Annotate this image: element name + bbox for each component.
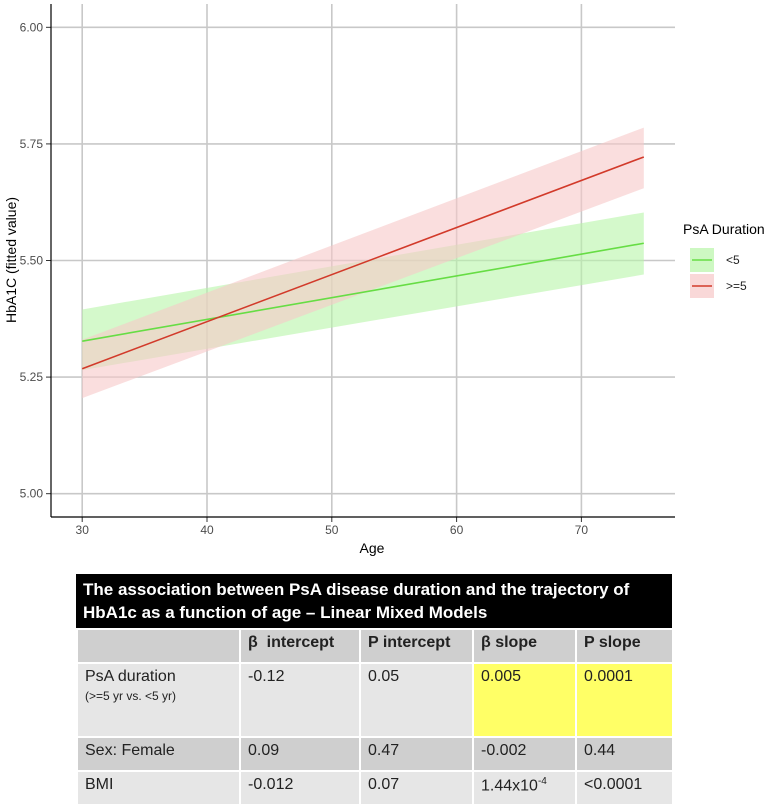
x-tick-label: 70: [575, 523, 589, 537]
series-line-0: [82, 242, 644, 342]
hba1c-age-chart: 30 40 50 60 70 5.00 5.25 5.50 5.75 6.00 Age HbA1…: [3, 4, 765, 556]
y-tick-label: 5.75: [20, 137, 44, 151]
cell-beta-slope: 1.44x10-4: [472, 770, 577, 806]
legend-label-0: <5: [726, 253, 740, 267]
lmm-table: β intercept P intercept β slope P slope …: [76, 628, 674, 806]
table-title: The association between PsA disease dura…: [76, 574, 672, 628]
row-label: Sex: Female: [76, 736, 241, 772]
axes: [46, 4, 675, 522]
x-axis-title: Age: [360, 540, 385, 556]
table-row: BMI -0.012 0.07 1.44x10-4 <0.0001: [76, 770, 674, 806]
legend-title: PsA Duration: [683, 221, 765, 237]
row-label: BMI: [76, 770, 241, 806]
cell-beta-intercept: -0.012: [239, 770, 361, 806]
cell-beta-slope-highlighted: 0.005: [472, 662, 577, 738]
row-label: PsA duration (>=5 yr vs. <5 yr): [76, 662, 241, 738]
cell-p-intercept: 0.47: [359, 736, 474, 772]
header-beta-slope: β slope: [472, 628, 577, 664]
y-tick-label: 5.00: [20, 487, 44, 501]
header-beta-intercept: β intercept: [239, 628, 361, 664]
x-tick-label: 60: [450, 523, 464, 537]
table-row: Sex: Female 0.09 0.47 -0.002 0.44: [76, 736, 674, 772]
x-tick-labels: 30 40 50 60 70: [76, 523, 589, 537]
legend-label-1: >=5: [726, 279, 747, 293]
y-axis-title: HbA1C (fitted value): [3, 197, 19, 323]
header-p-slope: P slope: [575, 628, 674, 664]
row-sublabel: (>=5 yr vs. <5 yr): [85, 689, 177, 703]
series-lines: [81, 156, 645, 370]
x-tick-label: 50: [325, 523, 339, 537]
cell-beta-intercept: 0.09: [239, 736, 361, 772]
row-label-text: PsA duration: [85, 668, 176, 685]
y-tick-label: 5.50: [20, 254, 44, 268]
beta-slope-base: 1.44x10: [481, 777, 538, 795]
legend: PsA Duration <5 >=5: [683, 221, 765, 298]
y-tick-label: 5.25: [20, 370, 44, 384]
cell-beta-slope: -0.002: [472, 736, 577, 772]
cell-p-intercept: 0.07: [359, 770, 474, 806]
cell-p-intercept: 0.05: [359, 662, 474, 738]
x-tick-label: 30: [76, 523, 90, 537]
table-header-row: β intercept P intercept β slope P slope: [76, 628, 674, 664]
table-row: PsA duration (>=5 yr vs. <5 yr) -0.12 0.…: [76, 662, 674, 738]
header-empty: [76, 628, 241, 664]
cell-beta-intercept: -0.12: [239, 662, 361, 738]
beta-slope-exponent: -4: [537, 776, 547, 787]
y-tick-label: 6.00: [20, 20, 44, 34]
cell-p-slope: <0.0001: [575, 770, 674, 806]
x-tick-label: 40: [200, 523, 214, 537]
series-line-1: [81, 156, 645, 370]
y-tick-labels: 5.00 5.25 5.50 5.75 6.00: [20, 20, 44, 500]
header-p-intercept: P intercept: [359, 628, 474, 664]
results-table: The association between PsA disease dura…: [76, 574, 674, 806]
cell-p-slope-highlighted: 0.0001: [575, 662, 674, 738]
cell-p-slope: 0.44: [575, 736, 674, 772]
